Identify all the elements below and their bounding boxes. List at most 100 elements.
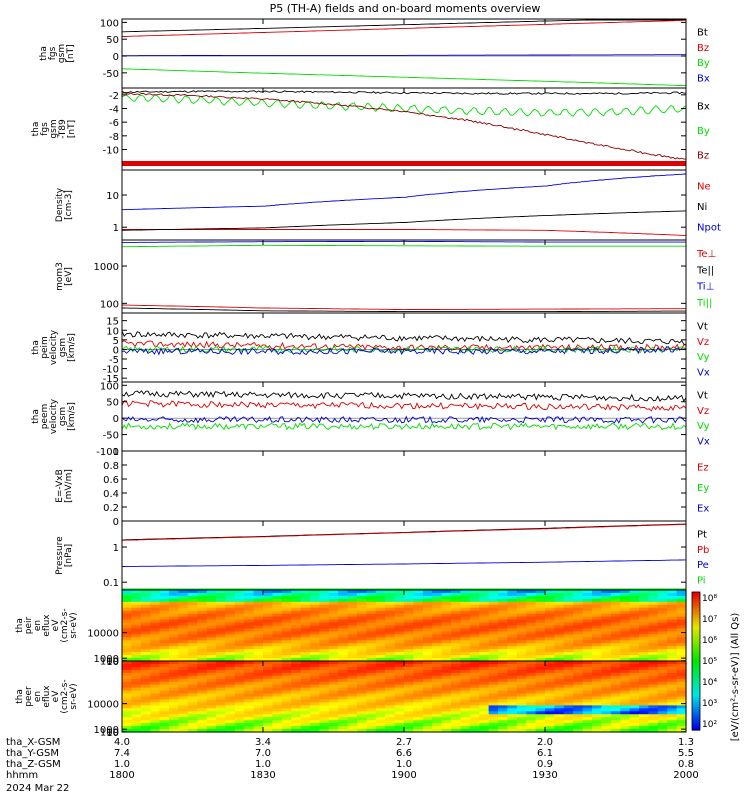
colorbar-tick-label: 10⁸ [702,594,717,604]
spectrogram-cell [263,699,273,704]
spectrogram-cell [516,705,527,709]
spectrogram-cell [394,625,405,630]
spectrogram-cell [582,717,593,721]
spectrogram-cell [413,702,424,706]
spectrogram-cell [234,592,245,597]
spectrogram-cell [159,669,170,674]
spectrogram-cell [140,693,151,698]
spectrogram-cell [667,723,678,727]
y-axis-label: Pressure[nPa] [55,536,74,575]
spectrogram-cell [545,696,555,701]
spectrogram-cell [206,619,217,624]
spectrogram-cell [140,622,151,627]
spectrogram-cell [140,604,151,609]
spectrogram-cell [601,678,612,683]
spectrogram-cell [507,666,518,671]
spectrogram-cell [150,610,161,615]
spectrogram-cell [131,634,142,638]
spectrogram-cell [535,607,546,612]
spectrogram-cell [667,726,678,730]
spectrogram-cell [432,598,443,603]
spectrogram-cell [432,687,443,692]
spectrogram-cell [469,729,480,733]
spectrogram-cell [404,729,414,733]
spectrogram-cell [140,616,151,621]
spectrogram-cell [620,590,631,594]
spectrogram-cell [582,643,593,647]
spectrogram-cell [234,714,245,718]
spectrogram-cell [366,729,377,733]
spectrogram-cell [150,696,161,701]
spectrogram-cell [639,658,649,662]
spectrogram-cell [413,681,424,686]
spectrogram-cell [131,598,142,603]
spectrogram-cell [507,687,518,692]
spectrogram-10 [122,661,687,733]
spectrogram-cell [291,652,302,656]
spectrogram-cell [347,616,358,621]
spectrogram-cell [300,658,311,662]
spectrogram-cell [150,595,161,600]
spectrogram-cell [526,640,537,644]
spectrogram-cell [676,684,687,689]
spectrogram-cell [178,663,189,668]
spectrogram-cell [554,634,565,638]
spectrogram-cell [281,619,292,624]
spectrogram-cell [592,592,602,597]
spectrogram-cell [206,628,217,633]
spectrogram-cell [422,705,433,709]
spectrogram-cell [281,613,292,618]
spectrogram-cell [263,714,273,718]
spectrogram-cell [159,708,170,712]
spectrogram-cell [338,711,349,715]
spectrogram-cell [216,708,226,712]
spectrogram-cell [197,705,208,709]
spectrogram-cell [253,711,264,715]
spectrogram-cell [197,702,208,706]
spectrogram-cell [413,607,424,612]
spectrogram-cell [610,669,621,674]
spectrogram-cell [535,675,546,680]
spectrogram-cell [225,723,236,727]
spectrogram-cell [281,604,292,609]
spectrogram-cell [169,729,179,733]
spectrogram-cell [441,669,452,674]
spectrogram-cell [347,690,358,695]
spectrogram-cell [300,613,311,618]
spectrogram-cell [657,717,668,721]
spectrogram-cell [610,672,621,677]
spectrogram-cell [629,601,640,606]
spectrogram-cell [281,598,292,603]
spectrogram-cell [601,616,612,621]
spectrogram-cell [178,649,189,653]
legend-label-Bx: Bx [697,101,710,112]
spectrogram-cell [253,669,264,674]
spectrogram-cell [216,628,226,633]
spectrogram-cell [469,693,480,698]
orbit-value: 1.0 [114,759,130,770]
spectrogram-cell [244,705,255,709]
spectrogram-cell [225,681,236,686]
y-tick-label: 10 [106,728,119,739]
spectrogram-cell [648,661,659,665]
spectrogram-cell [234,640,245,644]
spectrogram-cell [648,663,659,668]
spectrogram-cell [366,684,377,689]
spectrogram-cell [328,643,339,647]
spectrogram-cell [328,646,339,650]
spectrogram-cell [291,622,302,627]
y-tick-label: -10 [103,146,119,157]
colorbar-cell [692,727,700,731]
spectrogram-cell [216,637,226,641]
spectrogram-cell [187,631,198,635]
spectrogram-cell [131,672,142,677]
spectrogram-cell [507,613,518,618]
spectrogram-cell [545,655,555,659]
spectrogram-cell [187,643,198,647]
spectrogram-cell [178,646,189,650]
legend-label-Vt: Vt [697,391,708,402]
spectrogram-cell [404,723,414,727]
spectrogram-cell [554,661,565,665]
spectrogram-cell [394,658,405,662]
spectrogram-cell [150,720,161,724]
